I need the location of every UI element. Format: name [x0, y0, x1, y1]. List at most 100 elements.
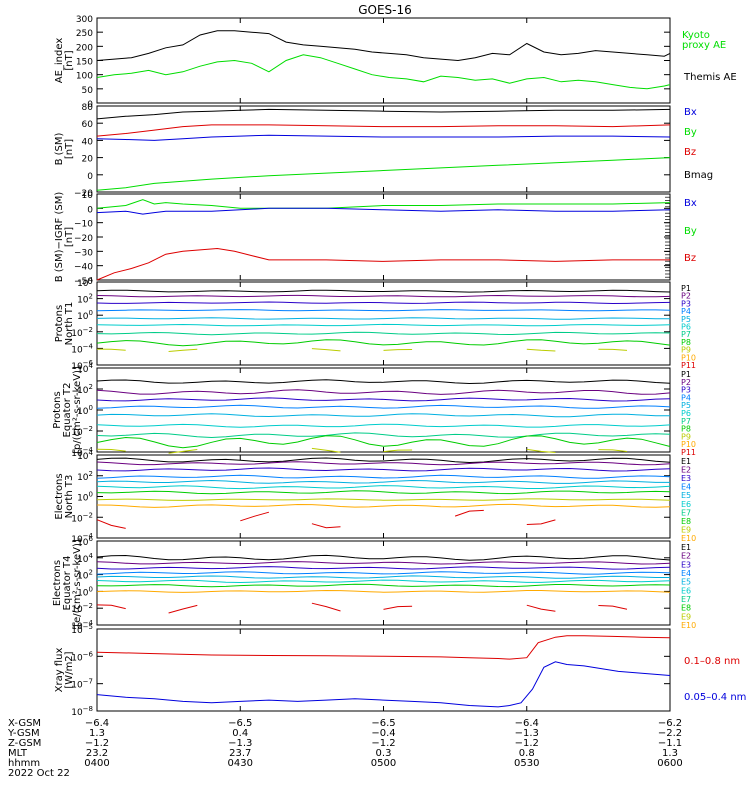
- y-tick-label: 100: [76, 72, 93, 82]
- x-axis-row-label: X-GSM: [8, 718, 41, 729]
- channel-label-E8: E8: [681, 604, 691, 613]
- series-E2: [96, 461, 671, 466]
- series-E9: [598, 605, 628, 610]
- channel-label-E10: E10: [681, 621, 696, 630]
- x-axis-value: −0.4: [371, 728, 395, 739]
- channel-label-E7: E7: [681, 595, 691, 604]
- panel-enorth: Electrons North T3 104 102 100 10−2 10−4 E1E2E3…: [54, 449, 696, 545]
- panel-frame: [96, 540, 671, 626]
- channel-label-E2: E2: [681, 552, 691, 561]
- series-E4: [96, 571, 671, 575]
- channel-label-P5: P5: [681, 315, 691, 324]
- panel-eequator: Electrons Equator T4 [e/(cm²-s-sr-keV)]106…: [52, 535, 696, 632]
- series-E4: [96, 474, 671, 479]
- series-0.05-0.4 nm: [96, 661, 671, 708]
- legend-entry: proxy AE: [682, 40, 726, 51]
- x-axis-value: 1.3: [89, 728, 105, 739]
- channel-label-E2: E2: [681, 466, 691, 475]
- series-P7: [96, 331, 671, 336]
- y-tick-label: −20: [74, 234, 93, 244]
- series-Bx: [96, 207, 671, 215]
- y-tick-label: 80: [82, 103, 94, 113]
- channel-label-P9: P9: [681, 432, 691, 441]
- y-tick-label: −40: [74, 263, 93, 273]
- series-P9: [168, 449, 198, 454]
- y-tick-label: −30: [74, 248, 93, 258]
- channel-label-P2: P2: [681, 292, 691, 301]
- x-axis-value: −2.2: [658, 728, 682, 739]
- y-tick-label: 10−8: [71, 705, 93, 718]
- y-axis-label: Equator T2: [62, 383, 73, 438]
- channel-label-E7: E7: [681, 508, 691, 517]
- y-tick-label: 102: [77, 470, 93, 483]
- x-axis-value: 0.4: [232, 728, 248, 739]
- channel-label-P8: P8: [681, 338, 691, 347]
- series-Bx: [96, 134, 671, 141]
- channel-label-P7: P7: [681, 330, 691, 339]
- y-tick-label: 106: [77, 535, 93, 548]
- series-P5: [96, 413, 670, 418]
- series-P5: [96, 317, 670, 320]
- series-P9: [526, 348, 556, 352]
- y-tick-label: 10−7: [71, 678, 93, 691]
- legend-entry: Bx: [684, 107, 697, 118]
- channel-label-E9: E9: [681, 612, 691, 621]
- y-tick-label: 104: [77, 362, 93, 375]
- series-P9: [311, 348, 341, 352]
- panel-pequator: Protons Equator T2 [p/(cm²-s-sr-keV)]10410…: [52, 362, 696, 459]
- series-E2: [96, 561, 671, 565]
- series-P4: [96, 309, 671, 312]
- x-axis-value: −6.2: [658, 718, 682, 729]
- channel-label-P9: P9: [681, 346, 691, 355]
- y-tick-label: 10−4: [71, 342, 93, 355]
- panel-frame: [96, 105, 671, 193]
- series-E3: [96, 467, 671, 472]
- channel-label-E10: E10: [681, 534, 696, 543]
- channel-label-P6: P6: [681, 409, 691, 418]
- series-E10: [311, 523, 341, 529]
- series-0.1-0.8 nm: [96, 635, 671, 660]
- series-P9: [96, 348, 126, 351]
- series-E10: [240, 511, 270, 522]
- x-axis-value: 23.2: [86, 748, 108, 759]
- y-tick-label: 104: [77, 449, 93, 462]
- panel-frame: [96, 628, 671, 712]
- legend-entry: By: [684, 127, 697, 138]
- x-axis-value: 23.7: [229, 748, 251, 759]
- y-tick-label: 10−6: [71, 359, 93, 372]
- series-P9: [383, 349, 413, 351]
- y-tick-label: 100: [77, 309, 93, 322]
- channel-label-P8: P8: [681, 425, 691, 434]
- channel-label-P4: P4: [681, 393, 691, 402]
- y-axis-label: [nT]: [64, 50, 75, 70]
- channel-label-P11: P11: [681, 361, 696, 370]
- x-axis-row-label: Y-GSM: [7, 728, 40, 739]
- series-E6: [96, 579, 671, 584]
- series-Themis AE: [96, 30, 671, 62]
- series-E8: [96, 498, 671, 501]
- y-axis-label: [e/(cm²-s-sr-keV)]: [72, 539, 83, 627]
- channel-label-E6: E6: [681, 586, 691, 595]
- series-Kyoto proxy AE: [96, 54, 671, 90]
- channel-label-P5: P5: [681, 401, 691, 410]
- series-E10: [526, 519, 556, 525]
- y-tick-label: −50: [74, 277, 93, 287]
- series-E8: [96, 589, 671, 593]
- channel-label-E1: E1: [681, 543, 691, 552]
- series-P4: [96, 404, 671, 409]
- y-tick-label: 0: [87, 205, 93, 215]
- series-E10: [96, 519, 126, 529]
- panel-frame: [96, 17, 671, 104]
- panel-frame: [96, 281, 671, 366]
- x-axis-value: −6.5: [371, 718, 395, 729]
- channel-label-P4: P4: [681, 307, 691, 316]
- series-P9: [598, 348, 628, 351]
- plot-title: GOES-16: [358, 3, 412, 17]
- x-axis-value: 0500: [371, 758, 396, 769]
- series-P2: [96, 294, 671, 298]
- y-tick-label: 10−2: [71, 425, 93, 438]
- legend-entry: Bmag: [684, 170, 713, 181]
- channel-label-E6: E6: [681, 500, 691, 509]
- y-tick-label: 10−2: [71, 511, 93, 524]
- y-tick-label: 60: [82, 120, 94, 130]
